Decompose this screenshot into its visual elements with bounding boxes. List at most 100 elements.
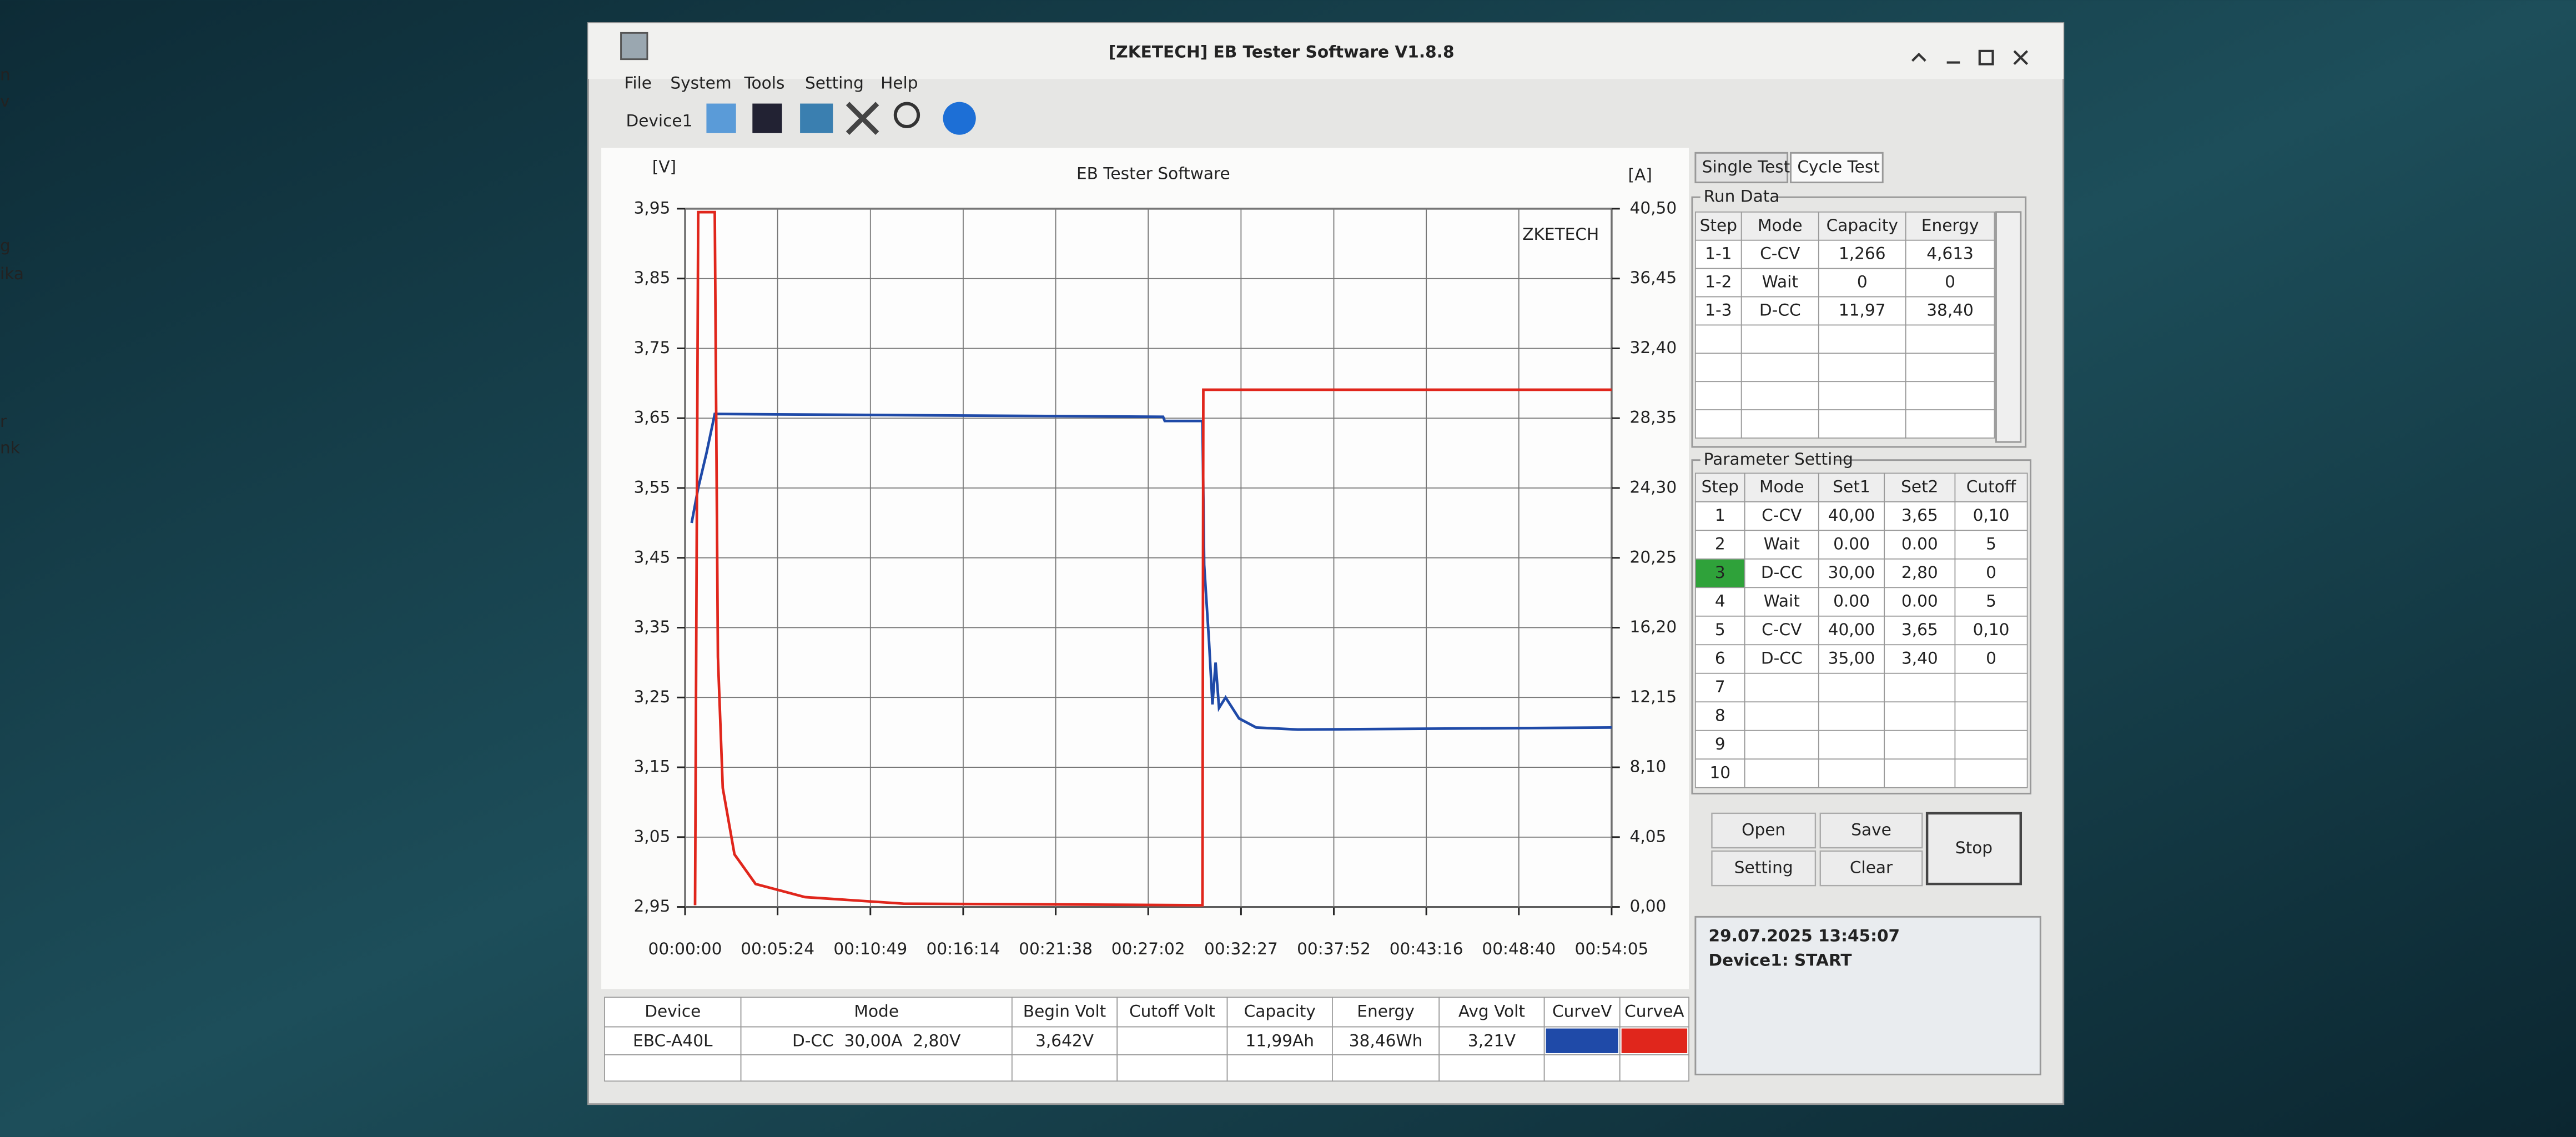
y2-tick-label: 40,50 xyxy=(1630,198,1677,217)
table-cell xyxy=(1694,296,1742,326)
close-button[interactable] xyxy=(2013,50,2029,65)
cell-text: 2 xyxy=(1715,535,1725,554)
menu-item[interactable]: File xyxy=(624,74,652,93)
image-icon[interactable] xyxy=(800,103,833,133)
cell-text: 0,10 xyxy=(1973,620,2010,639)
table-cell xyxy=(1694,381,1742,411)
header-cell xyxy=(1744,472,1819,502)
table-cell xyxy=(1954,758,2028,788)
menu-item[interactable]: Help xyxy=(881,74,918,93)
legend-label: CurveA xyxy=(1624,1002,1684,1020)
button[interactable] xyxy=(1819,812,1923,849)
cell-text: 5 xyxy=(1986,592,1996,611)
header-text: Step xyxy=(1702,477,1739,496)
y-tick-label: 3,85 xyxy=(633,268,670,287)
x-tick-label: 00:05:24 xyxy=(741,939,814,958)
x-tick-label: 00:10:49 xyxy=(833,939,907,958)
log-line: 29.07.2025 13:45:07 xyxy=(1709,926,1900,945)
table-cell xyxy=(1694,501,1745,531)
table-cell xyxy=(1694,409,1742,439)
search-icon[interactable] xyxy=(893,102,920,128)
tab-label[interactable]: Single Test xyxy=(1702,157,1790,176)
table-cell xyxy=(1694,587,1745,617)
table-cell xyxy=(740,1026,1013,1057)
header-cell xyxy=(1543,997,1621,1028)
menu-item[interactable]: Tools xyxy=(744,74,785,93)
cell-text: 4,613 xyxy=(1926,244,1974,263)
tools-icon[interactable] xyxy=(846,102,879,135)
cell-text: C-CV xyxy=(1760,244,1800,263)
button[interactable] xyxy=(1711,850,1817,887)
header-text: Energy xyxy=(1357,1002,1415,1020)
tab[interactable] xyxy=(1694,152,1789,184)
table-cell xyxy=(1694,730,1745,760)
table-cell xyxy=(1011,1054,1118,1082)
cell-text: C-CV xyxy=(1762,506,1802,525)
table-cell xyxy=(1694,672,1745,703)
cell-text: 1-3 xyxy=(1705,301,1732,320)
button-label[interactable]: Open xyxy=(1742,820,1785,839)
collapse-button[interactable] xyxy=(1911,52,1926,62)
button-label[interactable]: Clear xyxy=(1850,858,1893,877)
y-tick-label: 3,35 xyxy=(633,617,670,636)
cell-text: 1-2 xyxy=(1705,273,1732,291)
button-label[interactable]: Stop xyxy=(1955,838,1993,857)
table-cell xyxy=(1740,381,1819,411)
log-box xyxy=(1694,915,2041,1075)
header-cell xyxy=(1694,211,1742,241)
cell-text: 0 xyxy=(1857,273,1868,291)
y-tick-label: 3,15 xyxy=(633,757,670,776)
menu-item[interactable]: Setting xyxy=(805,74,864,93)
table-cell xyxy=(1744,587,1819,617)
table-cell xyxy=(1438,1026,1545,1057)
cell-text: Wait xyxy=(1764,592,1800,611)
button[interactable] xyxy=(1711,812,1817,849)
group-box xyxy=(1691,459,2032,794)
scrollbar[interactable] xyxy=(1995,211,2022,443)
maximize-button[interactable] xyxy=(1978,49,1994,66)
table-cell xyxy=(1694,353,1742,383)
cell-text: 30,00 xyxy=(1828,563,1875,582)
table-cell xyxy=(1694,615,1745,646)
tab[interactable] xyxy=(1790,152,1884,184)
y-tick-label: 2,95 xyxy=(633,897,670,915)
table-cell xyxy=(1818,324,1906,354)
button-label[interactable]: Setting xyxy=(1734,858,1793,877)
table-cell xyxy=(1954,701,2028,731)
header-text: Step xyxy=(1700,216,1737,235)
table-cell xyxy=(1884,644,1956,674)
info-icon[interactable] xyxy=(943,102,976,135)
cell-text: 4 xyxy=(1715,592,1725,611)
tab-label[interactable]: Cycle Test xyxy=(1797,157,1879,176)
cell-text: 0,10 xyxy=(1973,506,2010,525)
desktop-label: nk xyxy=(0,438,21,457)
cell-text: 1 xyxy=(1715,506,1725,525)
table-cell xyxy=(1744,501,1819,531)
button[interactable] xyxy=(1925,812,2022,886)
group-title: Parameter Setting xyxy=(1704,450,1853,469)
header-text: Begin Volt xyxy=(1023,1002,1106,1020)
table-cell xyxy=(1818,758,1885,788)
x-tick-label: 00:27:02 xyxy=(1111,939,1185,958)
save-icon[interactable] xyxy=(752,103,782,133)
button-label[interactable]: Save xyxy=(1851,820,1891,839)
data-line xyxy=(690,412,1612,731)
header-cell xyxy=(1818,472,1885,502)
y-tick-label: 3,25 xyxy=(633,687,670,706)
x-tick-label: 00:54:05 xyxy=(1575,939,1649,958)
x-tick-label: 00:32:27 xyxy=(1204,939,1278,958)
button[interactable] xyxy=(1819,850,1923,887)
table-cell xyxy=(1884,672,1956,703)
menu-item[interactable]: System xyxy=(670,74,731,93)
table-cell xyxy=(1744,730,1819,760)
table-cell xyxy=(1694,758,1745,788)
y2-tick-label: 8,10 xyxy=(1630,757,1667,776)
y-tick-label: 3,55 xyxy=(633,478,670,497)
cell-text: 11,97 xyxy=(1839,301,1886,320)
table-cell xyxy=(604,1054,742,1082)
header-text: Cutoff xyxy=(1966,477,2016,496)
table-cell xyxy=(1694,324,1742,354)
cell-text: 38,46Wh xyxy=(1349,1032,1423,1050)
cell-text: 0.00 xyxy=(1833,535,1870,554)
open-icon[interactable] xyxy=(706,103,736,133)
